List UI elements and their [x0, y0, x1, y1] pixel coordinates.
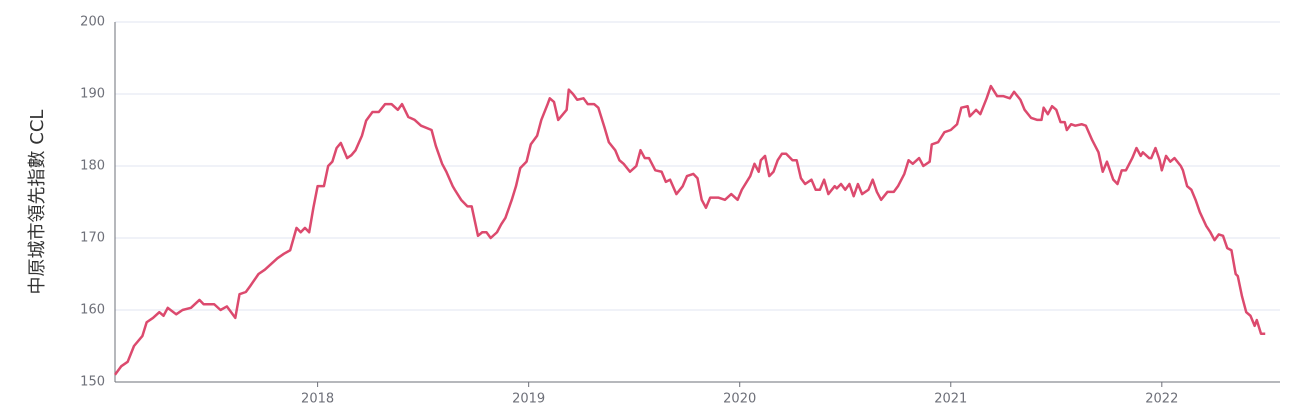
y-tick-label: 200 — [80, 15, 105, 30]
x-tick-label: 2021 — [934, 392, 967, 407]
y-tick-label: 150 — [80, 375, 105, 390]
x-tick-label: 2018 — [301, 392, 334, 407]
x-tick-label: 2019 — [512, 392, 545, 407]
x-tick-label: 2022 — [1145, 392, 1178, 407]
y-tick-label: 170 — [80, 231, 105, 246]
y-tick-label: 180 — [80, 159, 105, 174]
line — [113, 84, 1266, 376]
y-axis-label: 中原城市領先指數 CCL — [27, 110, 48, 295]
x-tick-label: 2020 — [723, 392, 756, 407]
y-tick-label: 190 — [80, 87, 105, 102]
y-tick-label: 160 — [80, 303, 105, 318]
